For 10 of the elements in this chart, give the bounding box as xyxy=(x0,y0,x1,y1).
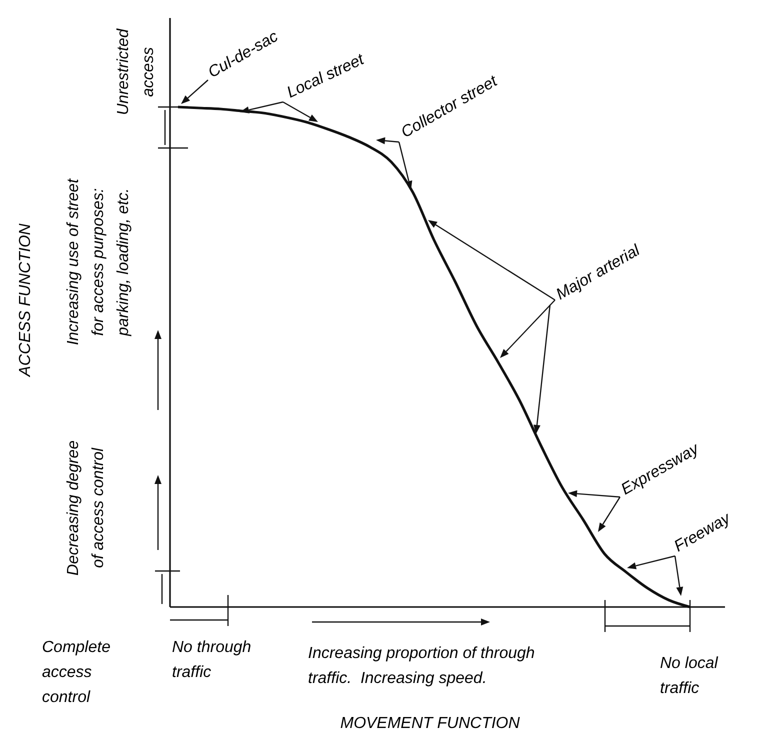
text: Complete access control xyxy=(42,639,111,706)
text: Unrestricted access xyxy=(115,28,157,116)
text: MOVEMENT FUNCTION xyxy=(340,715,520,732)
text: No through traffic xyxy=(172,639,252,681)
text: Increasing proportion of through traffic. Increasing speed. xyxy=(308,645,535,687)
text: Decreasing degree of access control xyxy=(65,440,107,576)
text: Local street xyxy=(284,51,368,102)
text: ACCESS FUNCTION xyxy=(17,223,34,378)
text: Increasing use of street for access purposes: parking, loading, etc. xyxy=(65,178,132,346)
text: No local traffic xyxy=(660,655,718,697)
